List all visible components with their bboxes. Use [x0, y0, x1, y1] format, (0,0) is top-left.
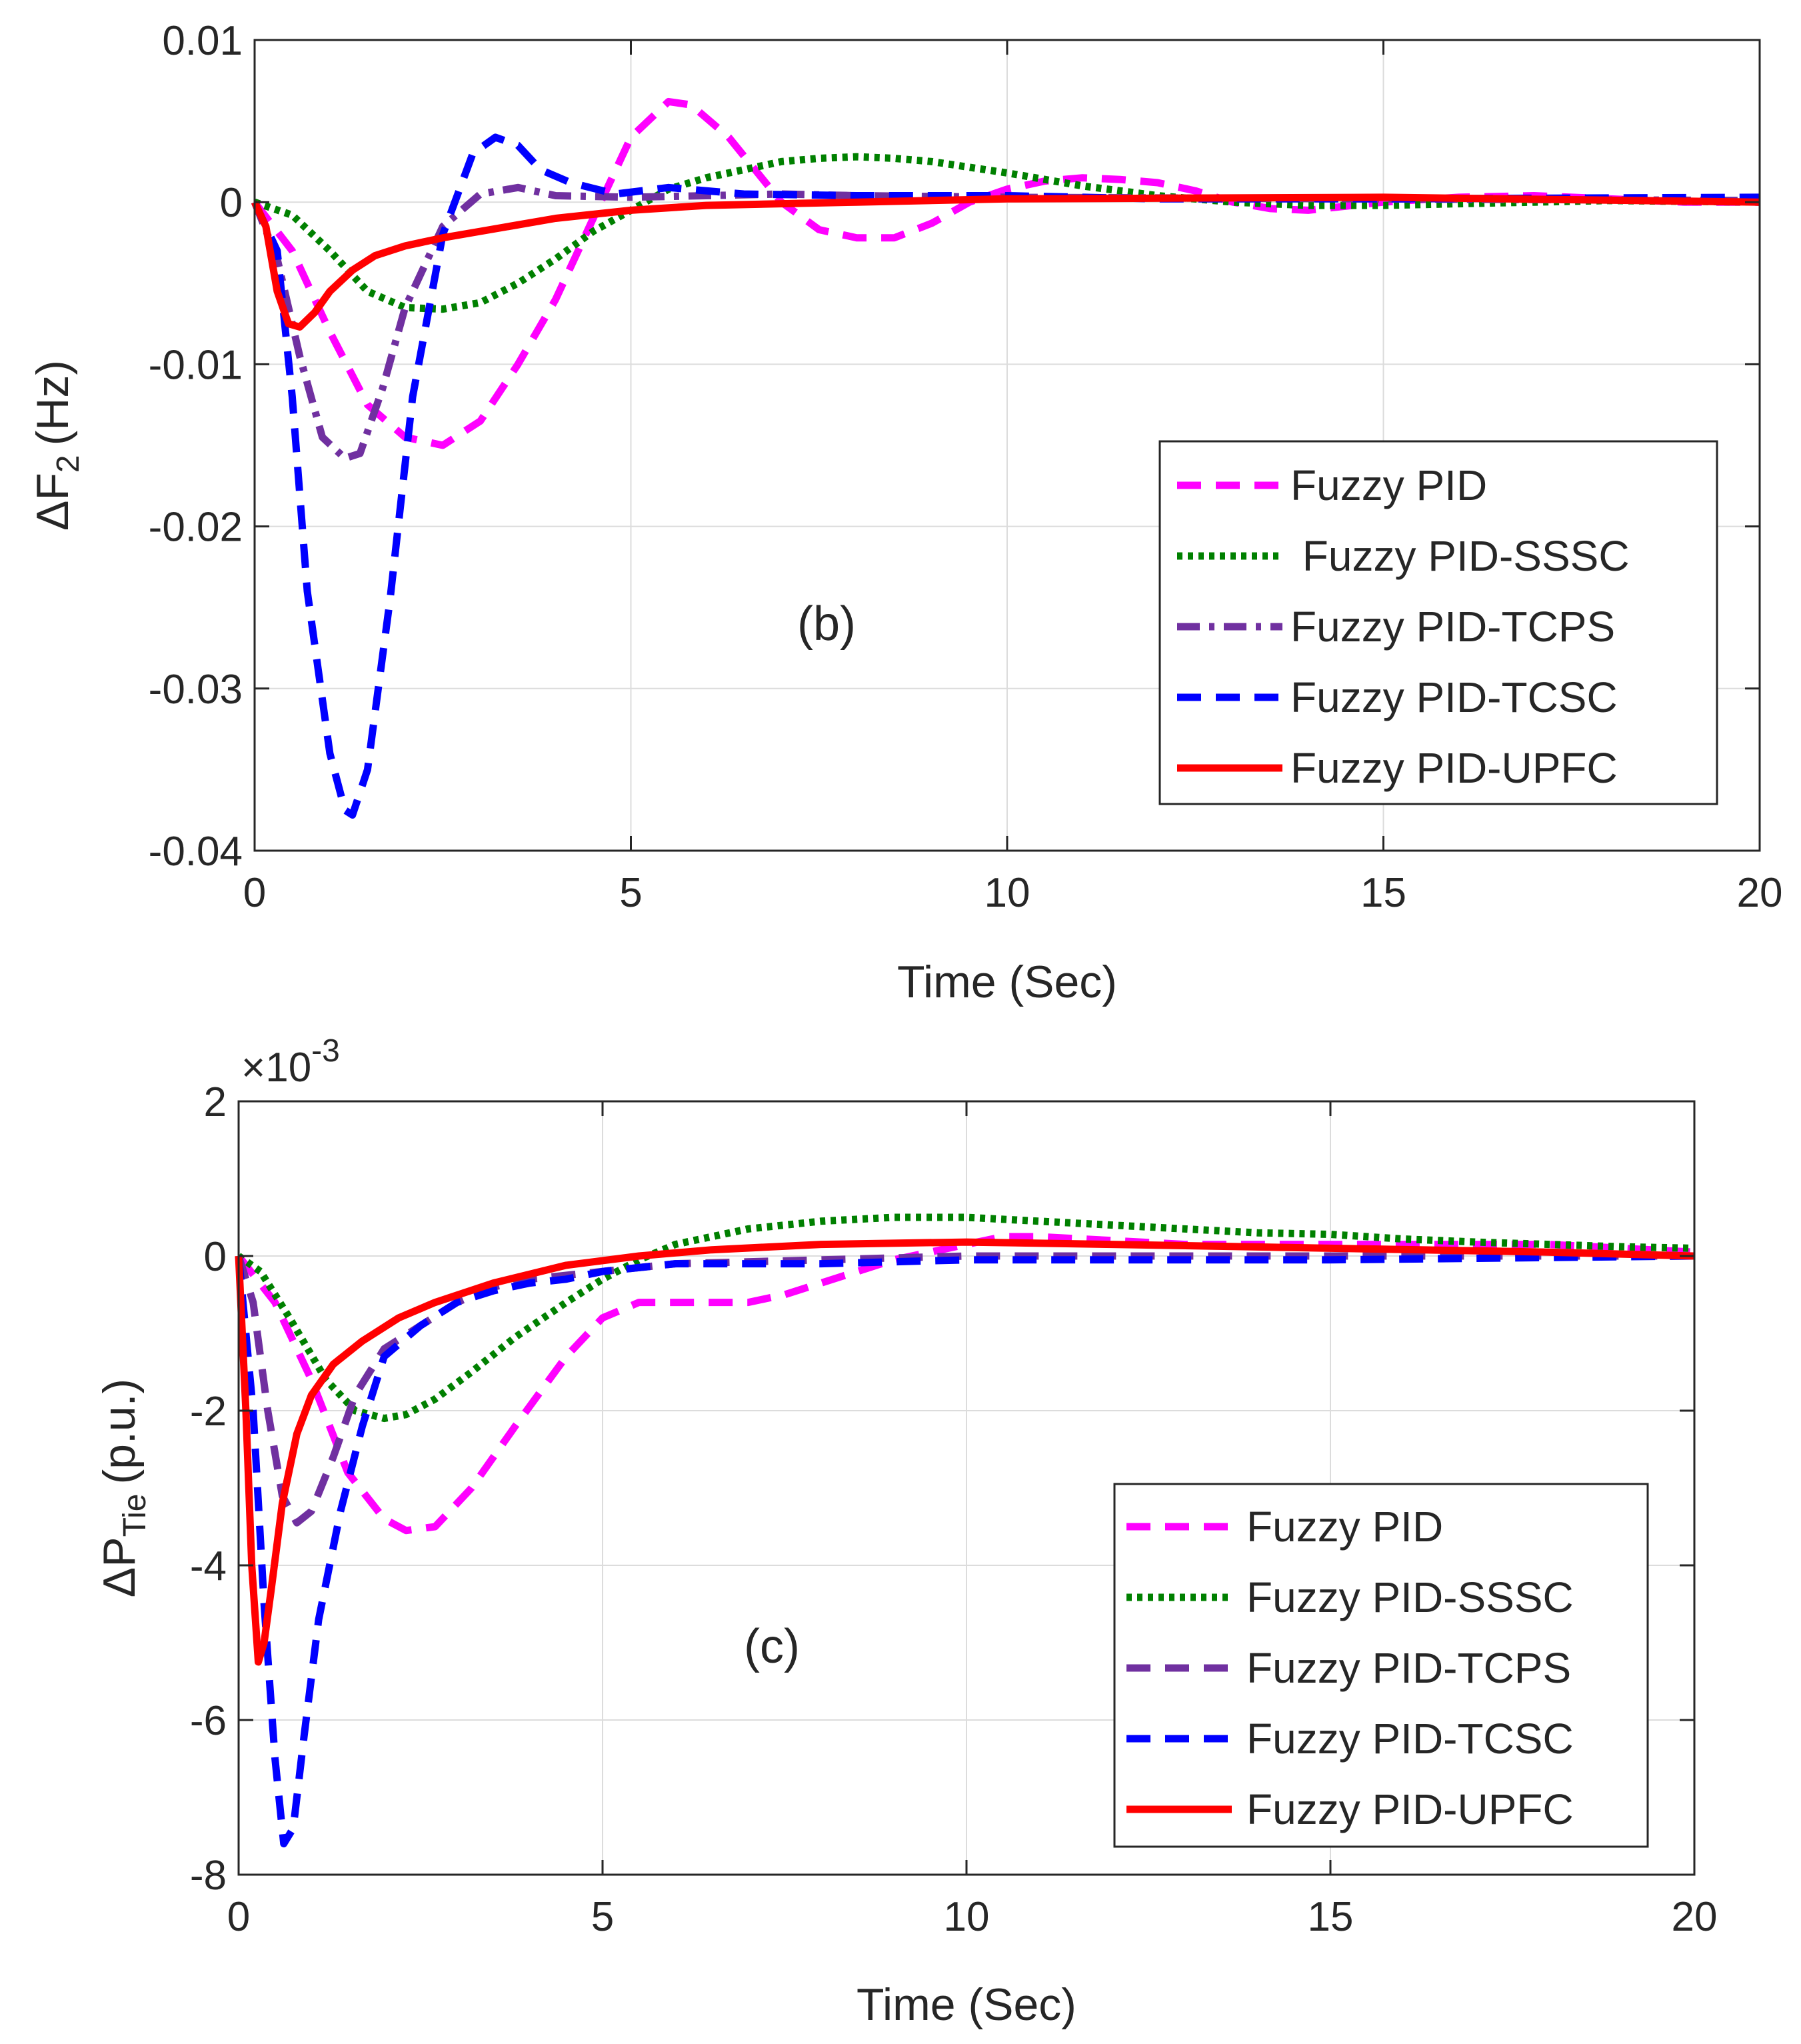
chart-c-ylabel: ΔPTie (p.u.)	[94, 1379, 153, 1597]
y-tick-label: -0.02	[149, 505, 243, 551]
series-line-fuzzy-pid-upfc	[235, 1238, 1695, 1666]
y-tick-label: 0.01	[162, 18, 243, 64]
chart-c-legend[interactable]: Fuzzy PID Fuzzy PID-SSSC Fuzzy PID-TCPS Fuz…	[1113, 1483, 1649, 1848]
chart-c-xlabel: Time (Sec)	[857, 1979, 1076, 2030]
series-line-fuzzy-pid	[235, 1233, 1695, 1535]
x-tick-label: 15	[1360, 870, 1406, 916]
legend-label: Fuzzy PID-TCPS	[1246, 1644, 1571, 1692]
chart-c-exponent-base: ×10	[241, 1045, 311, 1091]
legend-label: Fuzzy PID-SSSC	[1246, 1573, 1574, 1621]
chart-b-series	[251, 97, 1760, 819]
x-tick-label: 15	[1308, 1894, 1354, 1940]
x-tick-label: 5	[591, 1894, 614, 1940]
chart-b: 0 5 10 15 20 -0.04 -0.03 -0.02 -0.01 0 0.01 Time (…	[27, 18, 1782, 1007]
chart-c-panel-tag: (c)	[744, 1620, 800, 1673]
chart-b-ylabel-unit: (Hz)	[27, 360, 78, 445]
y-tick-label: -0.01	[149, 342, 243, 388]
series-line-fuzzy-pid-upfc	[251, 193, 1760, 331]
chart-c-legend-box	[1113, 1483, 1649, 1848]
chart-c-legend-items: Fuzzy PID Fuzzy PID-SSSC Fuzzy PID-TCPS Fuz…	[1126, 1503, 1574, 1833]
y-tick-label: -0.04	[149, 829, 243, 875]
legend-label: Fuzzy PID	[1290, 461, 1487, 509]
chart-c-ylabel-unit: (p.u.)	[94, 1379, 145, 1485]
y-tick-label: -6	[190, 1698, 227, 1744]
chart-c-exponent-power: -3	[311, 1033, 340, 1069]
x-tick-label: 0	[243, 870, 266, 916]
y-tick-label: 0	[220, 180, 243, 226]
legend-label: Fuzzy PID-SSSC	[1290, 532, 1630, 580]
chart-b-panel-tag: (b)	[797, 597, 856, 651]
series-line-fuzzy-pid-sssc	[236, 1213, 1695, 1423]
y-tick-label: -4	[190, 1543, 227, 1589]
chart-b-ylabel: ΔF2 (Hz)	[27, 360, 86, 531]
chart-c-exponent: ×10-3	[241, 1033, 340, 1091]
x-tick-label: 10	[984, 870, 1030, 916]
y-tick-label: -2	[190, 1389, 227, 1435]
legend-label: Fuzzy PID-UPFC	[1290, 744, 1618, 792]
y-tick-label: -8	[190, 1853, 227, 1899]
legend-label: Fuzzy PID	[1246, 1503, 1443, 1551]
legend-label: Fuzzy PID-UPFC	[1246, 1785, 1574, 1833]
chart-b-ticks: 0 5 10 15 20 -0.04 -0.03 -0.02 -0.01 0 0.01	[149, 18, 1783, 916]
series-line-fuzzy-pid-sssc	[253, 153, 1760, 313]
x-tick-label: 20	[1737, 870, 1783, 916]
chart-c-series	[235, 1213, 1695, 1848]
y-tick-label: 2	[204, 1079, 227, 1125]
chart-b-ylabel-sub: 2	[51, 455, 86, 473]
chart-c: 0 5 10 15 20 -8 -6 -4 -2 0 2 ×10-3 Time (Sec) ΔPTi…	[94, 1033, 1717, 2030]
x-tick-label: 10	[944, 1894, 990, 1940]
chart-b-ylabel-main: ΔF	[27, 473, 78, 531]
chart-b-legend[interactable]: Fuzzy PID Fuzzy PID-SSSC Fuzzy PID-TCPS Fu…	[1158, 440, 1718, 805]
legend-label: Fuzzy PID-TCPS	[1290, 603, 1615, 651]
chart-b-legend-box	[1158, 440, 1718, 805]
x-tick-label: 0	[227, 1894, 250, 1940]
y-tick-label: 0	[204, 1234, 227, 1280]
series-line-fuzzy-pid-tcsc	[235, 1252, 1695, 1848]
chart-c-ylabel-sub: Tie	[117, 1494, 153, 1537]
x-tick-label: 5	[619, 870, 642, 916]
chart-c-ylabel-main: ΔP	[94, 1537, 145, 1597]
legend-label: Fuzzy PID-TCSC	[1290, 673, 1618, 721]
chart-b-legend-items: Fuzzy PID Fuzzy PID-SSSC Fuzzy PID-TCPS Fu…	[1177, 461, 1630, 792]
y-tick-label: -0.03	[149, 667, 243, 713]
chart-c-ticks: 0 5 10 15 20 -8 -6 -4 -2 0 2	[190, 1079, 1718, 1940]
x-tick-label: 20	[1672, 1894, 1718, 1940]
series-line-fuzzy-pid-tcsc	[251, 133, 1760, 819]
legend-label: Fuzzy PID-TCSC	[1246, 1715, 1574, 1763]
chart-b-xlabel: Time (Sec)	[897, 957, 1117, 1007]
